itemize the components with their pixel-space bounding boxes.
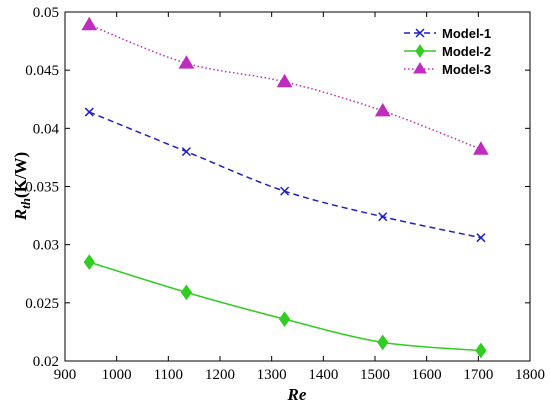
legend-label: Model-3 <box>442 62 491 77</box>
diamond-marker <box>180 284 193 301</box>
y-axis-label-unit: (K/W) <box>11 152 30 198</box>
x-tick-label: 1200 <box>205 367 235 383</box>
x-tick-label: 1600 <box>412 367 442 383</box>
legend: Model-1 Model-2 Model-3 <box>398 20 523 78</box>
x-tick-label: 1400 <box>308 367 338 383</box>
x-tick-label: 1700 <box>463 367 493 383</box>
y-axis-ticks: 0.02 0.025 0.03 0.035 0.04 0.045 0.05 <box>25 5 530 370</box>
x-axis-label: Re <box>287 385 307 404</box>
x-marker-stroke <box>378 212 388 222</box>
y-tick-label: 0.02 <box>33 354 59 370</box>
x-marker <box>415 28 425 38</box>
legend-label: Model-2 <box>442 44 491 59</box>
x-tick-label: 900 <box>54 367 77 383</box>
series-model-3 <box>81 16 489 155</box>
y-tick-label: 0.045 <box>25 63 59 79</box>
x-marker <box>280 186 290 196</box>
x-tick-label: 1000 <box>102 367 132 383</box>
triangle-marker <box>374 102 391 117</box>
triangle-marker <box>413 62 427 74</box>
x-marker-stroke <box>476 233 486 243</box>
series-model-1 <box>84 107 486 243</box>
diamond-marker <box>475 342 487 359</box>
x-marker-stroke <box>415 28 425 38</box>
triangle-marker <box>473 141 489 155</box>
x-marker <box>181 147 191 157</box>
diamond-marker <box>377 334 389 351</box>
x-marker <box>476 233 486 243</box>
diamond-marker <box>415 44 425 58</box>
legend-label: Model-1 <box>442 26 491 41</box>
x-marker-stroke <box>181 147 191 157</box>
y-axis-label-sub: th <box>18 198 33 209</box>
triangle-marker <box>178 55 195 69</box>
y-tick-label: 0.03 <box>33 238 59 254</box>
x-axis-ticks: 900 1000 1100 1200 1300 1400 1500 1600 1700 1800 <box>54 12 545 383</box>
y-tick-label: 0.025 <box>25 296 59 312</box>
y-tick-label: 0.04 <box>33 121 60 137</box>
series-model-2 <box>83 254 487 359</box>
y-axis-label: Rth(K/W) <box>11 152 33 221</box>
triangle-marker <box>81 16 98 31</box>
x-marker-stroke <box>280 186 290 196</box>
x-tick-label: 1300 <box>257 367 287 383</box>
triangle-marker <box>276 73 293 88</box>
y-tick-label: 0.035 <box>25 180 59 196</box>
x-tick-label: 1800 <box>515 367 545 383</box>
diamond-marker <box>83 254 95 270</box>
x-marker <box>378 212 388 222</box>
diamond-marker <box>278 311 291 327</box>
x-marker <box>84 107 94 117</box>
x-marker-stroke <box>84 107 94 117</box>
y-axis-label-main: R <box>11 209 30 221</box>
series-layer <box>81 16 489 359</box>
x-tick-label: 1100 <box>154 367 183 383</box>
y-tick-label: 0.05 <box>33 5 59 21</box>
x-tick-label: 1500 <box>360 367 390 383</box>
